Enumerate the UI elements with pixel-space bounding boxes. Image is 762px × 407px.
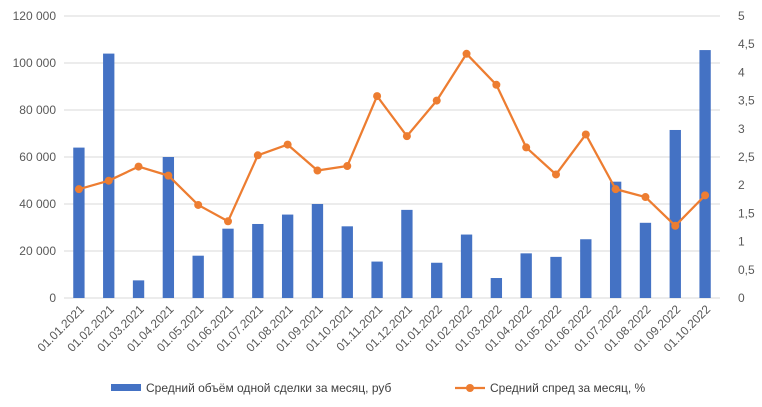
bar	[580, 239, 592, 298]
line-point	[283, 140, 292, 149]
bar	[103, 53, 115, 298]
bar	[252, 223, 264, 298]
line-point	[581, 130, 590, 139]
line-point	[134, 162, 143, 171]
y-right-tick-label: 2	[738, 178, 745, 192]
line-point	[701, 191, 710, 200]
y-right-tick-label: 3,5	[738, 94, 755, 108]
line-point	[462, 49, 471, 58]
legend-label-line: Средний спред за месяц, %	[490, 381, 646, 395]
line-point	[253, 151, 262, 160]
y-right-tick-label: 4,5	[738, 37, 755, 51]
y-right-tick-label: 2,5	[738, 150, 755, 164]
line-point	[492, 80, 501, 89]
y-right-tick-label: 3	[738, 122, 745, 136]
bar	[460, 234, 473, 298]
line-point	[343, 162, 352, 171]
bar	[73, 147, 85, 298]
y-right-tick-label: 1,5	[738, 206, 755, 220]
y-right-tick-label: 1	[738, 235, 745, 249]
line-point	[74, 185, 83, 194]
line-point	[522, 143, 531, 152]
bar	[699, 50, 711, 299]
line-point	[313, 166, 322, 175]
y-left-tick-label: 20 000	[19, 244, 56, 258]
bar	[192, 255, 204, 298]
bar	[550, 256, 562, 298]
line-point	[224, 217, 232, 226]
legend-swatch-bars	[111, 384, 141, 391]
y-left-tick-label: 120 000	[13, 9, 57, 23]
bar	[520, 253, 532, 298]
bar	[371, 261, 383, 298]
line-point	[194, 200, 203, 209]
bar	[341, 226, 353, 298]
y-right-tick-label: 5	[738, 9, 745, 23]
legend-marker-line	[466, 384, 474, 392]
y-left-tick-label: 0	[49, 291, 56, 305]
y-right-tick-label: 4	[738, 65, 745, 79]
y-left-tick-label: 80 000	[19, 103, 56, 117]
line-point	[611, 185, 620, 194]
line-point	[164, 171, 173, 180]
y-left-tick-label: 100 000	[13, 56, 57, 70]
line-point	[104, 176, 113, 185]
y-left-tick-label: 60 000	[19, 150, 56, 164]
bar	[669, 129, 681, 298]
bar	[162, 157, 175, 298]
line-point	[671, 221, 680, 230]
bar	[609, 181, 622, 298]
bar	[639, 222, 652, 298]
bar	[490, 278, 503, 298]
line-point	[641, 193, 650, 202]
line-point	[402, 132, 411, 141]
line-point	[432, 96, 441, 105]
bar	[311, 204, 324, 298]
bar	[281, 214, 294, 298]
bar	[222, 228, 234, 298]
bar	[431, 262, 443, 298]
bar	[132, 280, 145, 298]
series-line	[78, 52, 706, 227]
line-point	[373, 92, 382, 101]
legend-label-bars: Средний объём одной сделки за месяц, руб	[146, 381, 391, 395]
bar	[401, 209, 413, 298]
y-right-tick-label: 0,5	[738, 263, 755, 277]
y-left-tick-label: 40 000	[19, 197, 56, 211]
y-right-tick-label: 0	[738, 291, 745, 305]
line-point	[552, 170, 560, 179]
